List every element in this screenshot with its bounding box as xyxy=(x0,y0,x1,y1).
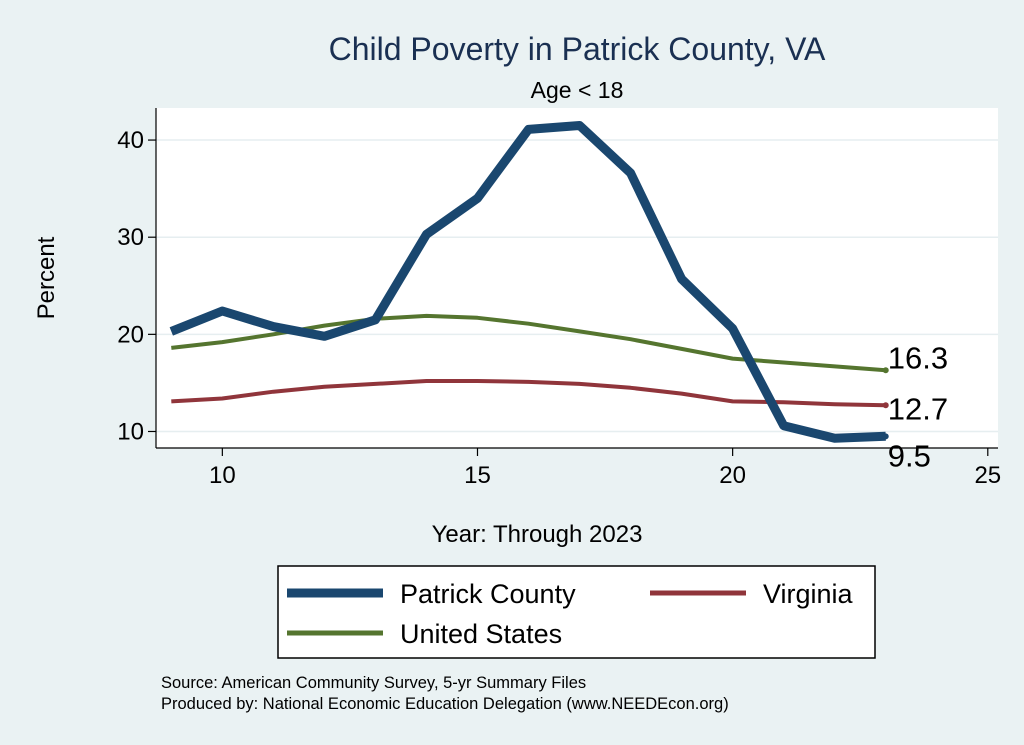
series-lines xyxy=(169,121,889,443)
end-labels: 9.5 12.7 16.3 xyxy=(888,340,948,473)
end-point-united-states xyxy=(882,367,889,374)
legend-label-patrick-county: Patrick County xyxy=(400,579,576,609)
y-tick-label: 40 xyxy=(117,127,144,154)
end-label-patrick-county: 9.5 xyxy=(888,438,931,473)
end-point-virginia xyxy=(882,402,889,409)
end-label-united-states: 16.3 xyxy=(888,340,948,375)
x-axis-ticks: 10 15 20 25 xyxy=(209,448,1001,489)
x-tick-label: 15 xyxy=(464,462,491,489)
end-point-patrick-county xyxy=(882,433,889,440)
y-axis-ticks: 10 20 30 40 xyxy=(117,127,156,445)
x-axis-title: Year: Through 2023 xyxy=(432,521,643,548)
legend-label-virginia: Virginia xyxy=(763,579,854,609)
chart-title: Child Poverty in Patrick County, VA xyxy=(329,31,826,67)
x-tick-label: 25 xyxy=(974,462,1001,489)
legend: Patrick County Virginia United States xyxy=(277,565,876,659)
y-tick-label: 30 xyxy=(117,224,144,251)
end-label-virginia: 12.7 xyxy=(888,391,948,426)
source-note: Source: American Community Survey, 5-yr … xyxy=(161,674,586,692)
legend-box xyxy=(277,565,876,659)
y-tick-label: 10 xyxy=(117,418,144,445)
axes xyxy=(155,108,998,449)
x-tick-label: 10 xyxy=(209,462,236,489)
series-line-patrick-county xyxy=(169,121,886,443)
y-tick-label: 20 xyxy=(117,321,144,348)
produced-note: Produced by: National Economic Education… xyxy=(161,695,729,713)
chart-subtitle: Age < 18 xyxy=(531,77,624,103)
x-tick-label: 20 xyxy=(719,462,746,489)
legend-label-united-states: United States xyxy=(400,619,562,649)
y-axis-title: Percent xyxy=(33,236,60,319)
plot-area xyxy=(156,108,998,448)
